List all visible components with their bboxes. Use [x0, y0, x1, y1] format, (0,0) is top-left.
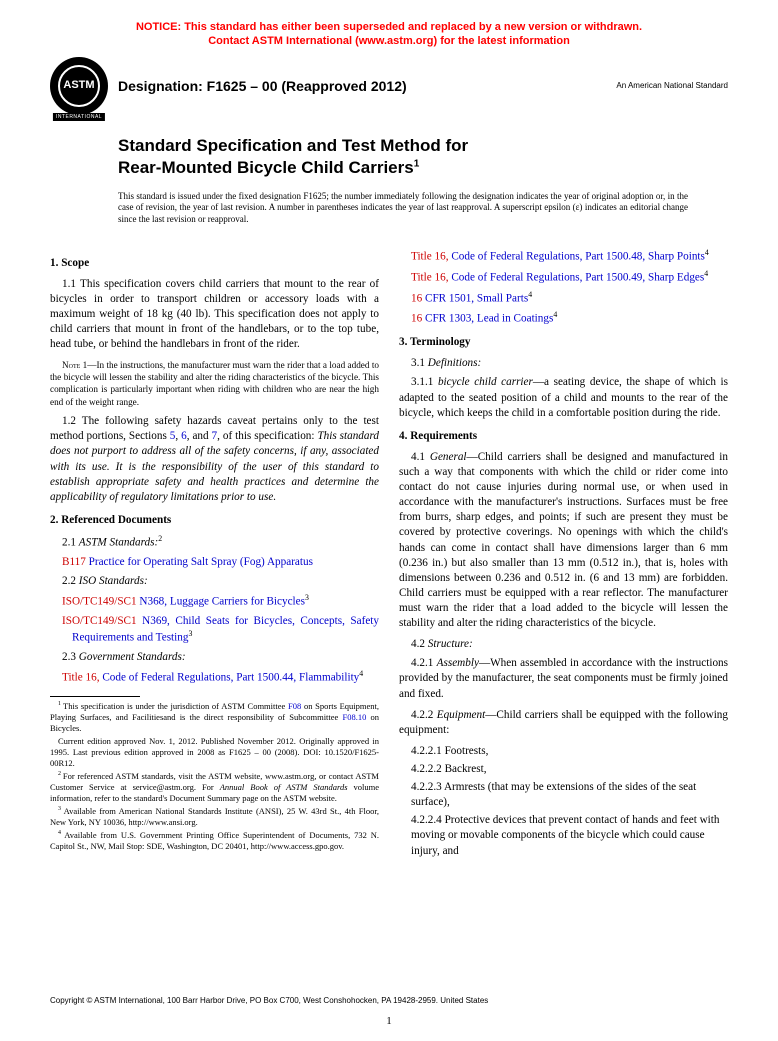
- body-columns: 1. Scope 1.1 This specification covers c…: [50, 248, 728, 862]
- ansi-note: An American National Standard: [616, 81, 728, 90]
- cfr1501-link[interactable]: 16 CFR 1501, Small Parts4: [399, 290, 728, 307]
- f08-10-link[interactable]: F08.10: [342, 712, 366, 722]
- right-column: Title 16, Code of Federal Regulations, P…: [399, 248, 728, 862]
- n369-link[interactable]: ISO/TC149/SC1 N369, Child Seats for Bicy…: [50, 614, 379, 646]
- title16-sharp-edges-link[interactable]: Title 16, Code of Federal Regulations, P…: [399, 269, 728, 286]
- terminology-heading: 3. Terminology: [399, 335, 728, 350]
- astm-standards-label: 2.1 ASTM Standards:2: [50, 534, 379, 551]
- page-number: 1: [386, 1015, 392, 1027]
- title16-sharp-points-link[interactable]: Title 16, Code of Federal Regulations, P…: [399, 248, 728, 265]
- designation: Designation: F1625 – 00 (Reapproved 2012…: [118, 78, 616, 94]
- footnotes: 1 This specification is under the jurisd…: [50, 701, 379, 853]
- req-4-2-2-4: 4.2.2.4 Protective devices that prevent …: [411, 813, 728, 858]
- structure-label: 4.2 Structure:: [399, 637, 728, 652]
- scope-1-2: 1.2 The following safety hazards caveat …: [50, 414, 379, 505]
- issuance-note: This standard is issued under the fixed …: [118, 191, 688, 226]
- header-row: ASTM INTERNATIONAL Designation: F1625 – …: [50, 57, 728, 115]
- req-4-2-1: 4.2.1 Assembly—When assembled in accorda…: [399, 656, 728, 701]
- refdocs-heading: 2. Referenced Documents: [50, 513, 379, 528]
- footnote-rule: [50, 696, 140, 697]
- footnote-2: 2 For referenced ASTM standards, visit t…: [50, 771, 379, 804]
- footnote-3: 3 Available from American National Stand…: [50, 806, 379, 828]
- supersede-notice: NOTICE: This standard has either been su…: [50, 20, 728, 49]
- astm-logo: ASTM INTERNATIONAL: [50, 57, 108, 115]
- b117-link[interactable]: B117 Practice for Operating Salt Spray (…: [50, 555, 379, 570]
- definitions-label: 3.1 Definitions:: [399, 356, 728, 371]
- requirements-heading: 4. Requirements: [399, 429, 728, 444]
- req-4-2-2: 4.2.2 Equipment—Child carriers shall be …: [399, 708, 728, 738]
- document-title: Standard Specification and Test Method f…: [118, 135, 728, 179]
- scope-1-1: 1.1 This specification covers child carr…: [50, 277, 379, 353]
- section-6-link[interactable]: 6: [181, 430, 187, 442]
- gov-standards-label: 2.3 Government Standards:: [50, 650, 379, 665]
- iso-standards-label: 2.2 ISO Standards:: [50, 574, 379, 589]
- footnote-1b: Current edition approved Nov. 1, 2012. P…: [50, 736, 379, 769]
- footnote-1: 1 This specification is under the jurisd…: [50, 701, 379, 734]
- f08-link[interactable]: F08: [288, 701, 301, 711]
- req-4-2-2-3: 4.2.2.3 Armrests (that may be extensions…: [411, 780, 728, 810]
- n368-link[interactable]: ISO/TC149/SC1 N368, Luggage Carriers for…: [50, 593, 379, 610]
- bicycle-child-carrier-def: 3.1.1 bicycle child carrier—a seating de…: [399, 375, 728, 420]
- footnote-4: 4 Available from U.S. Government Printin…: [50, 830, 379, 852]
- cfr1303-link[interactable]: 16 CFR 1303, Lead in Coatings4: [399, 310, 728, 327]
- title16-flammability-link[interactable]: Title 16, Code of Federal Regulations, P…: [50, 669, 379, 686]
- req-4-2-2-1: 4.2.2.1 Footrests,: [411, 744, 728, 759]
- req-4-1: 4.1 General—Child carriers shall be desi…: [399, 450, 728, 631]
- req-4-2-2-2: 4.2.2.2 Backrest,: [411, 762, 728, 777]
- copyright-line: Copyright © ASTM International, 100 Barr…: [50, 996, 488, 1005]
- left-column: 1. Scope 1.1 This specification covers c…: [50, 248, 379, 862]
- note-1: Note 1—In the instructions, the manufact…: [50, 359, 379, 409]
- section-5-link[interactable]: 5: [170, 430, 176, 442]
- scope-heading: 1. Scope: [50, 256, 379, 271]
